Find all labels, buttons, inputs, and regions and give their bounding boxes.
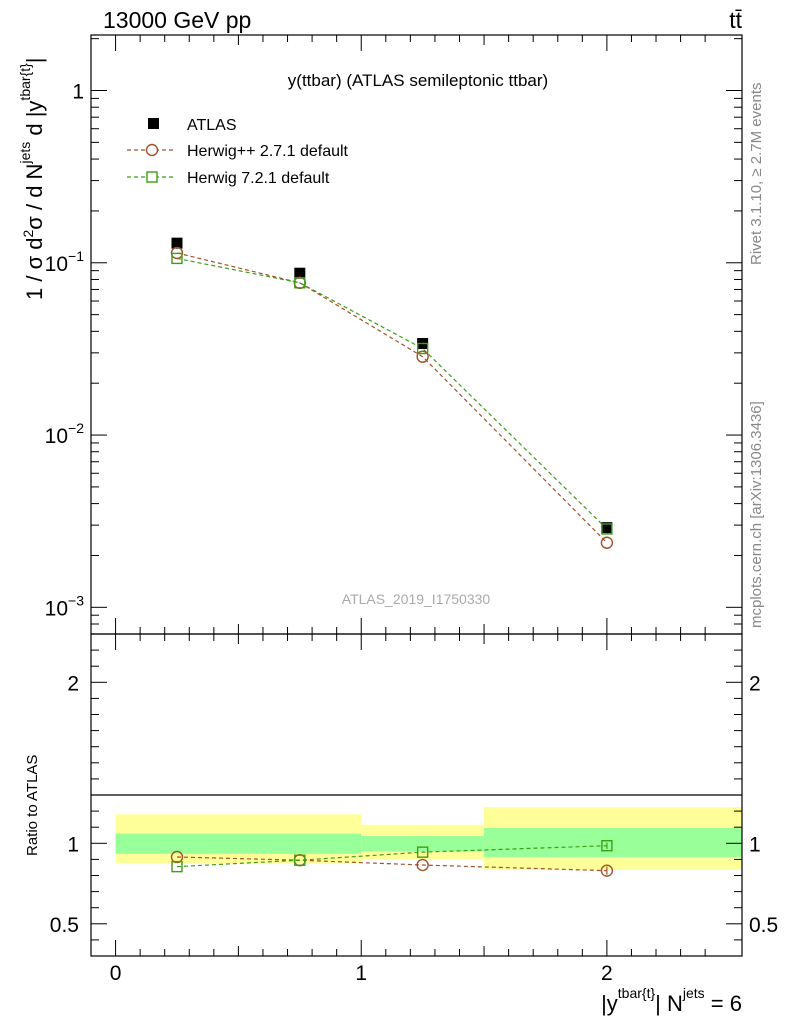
ratio-series-markers xyxy=(170,840,614,877)
x-tick-label: 0 xyxy=(110,962,122,985)
herwig7-point xyxy=(171,252,183,265)
herwigpp-point xyxy=(600,536,614,549)
atlas-data-point xyxy=(294,267,306,279)
ratio-y-tick-label-left: 2 xyxy=(67,672,79,695)
ratio-series-lines xyxy=(176,845,607,872)
herwig7-ratio-point xyxy=(416,846,429,858)
stat-uncertainty-band xyxy=(361,836,485,852)
header-collision-label: 13000 GeV pp xyxy=(103,7,251,33)
atlas-data-point xyxy=(601,522,613,534)
main-series-line xyxy=(176,257,608,530)
herwig7-ratio-point xyxy=(171,860,183,873)
legend-marker-herwigpp xyxy=(145,143,159,157)
ratio-y-tick-label-right: 0.5 xyxy=(749,914,778,937)
herwigpp-point xyxy=(416,350,429,363)
main-series-line xyxy=(176,252,608,544)
ratio-series-line xyxy=(176,845,607,868)
ratio-y-axis-label: Ratio to ATLAS xyxy=(24,755,41,856)
watermark-label: ATLAS_2019_I1750330 xyxy=(342,591,491,607)
ratio-uncertainty-bands xyxy=(115,807,742,870)
main-y-axis-label: 1 / σ d2σ / d Njets d |ytbar{t}| xyxy=(17,57,47,300)
main-y-tick-label: 10−1 xyxy=(45,248,85,276)
ratio-series-line xyxy=(176,856,607,872)
legend-label-herwig7: Herwig 7.2.1 default xyxy=(187,170,330,187)
herwig7-ratio-point xyxy=(601,840,613,852)
x-tick-label: 1 xyxy=(355,962,367,985)
main-title: y(ttbar) (ATLAS semileptonic ttbar) xyxy=(288,71,548,90)
herwig7-point xyxy=(294,277,306,289)
ratio-tick-labels: 0.5 0.5 1 1 2 2 0 1 2 xyxy=(50,672,778,985)
stat-uncertainty-band xyxy=(484,828,742,857)
ratio-y-tick-label-left: 0.5 xyxy=(50,914,79,937)
main-y-tick-label: 10−3 xyxy=(45,592,85,620)
legend: ATLAS Herwig++ 2.7.1 default Herwig 7.2.… xyxy=(127,117,349,187)
herwigpp-ratio-point xyxy=(170,850,184,864)
legend-label-herwigpp: Herwig++ 2.7.1 default xyxy=(187,143,349,160)
legend-marker-atlas xyxy=(148,118,159,129)
rivet-label: Rivet 3.1.10, ≥ 2.7M events xyxy=(748,83,765,266)
ratio-y-tick-label-left: 1 xyxy=(67,833,79,856)
herwigpp-ratio-point xyxy=(416,858,429,872)
ratio-axis-ticks xyxy=(91,634,742,956)
atlas-data-point xyxy=(171,237,183,249)
herwig7-point xyxy=(416,342,429,355)
mcplots-label: mcplots.cern.ch [arXiv:1306.3436] xyxy=(748,401,765,628)
x-axis-label: |ytbar{t}| Njets = 6 xyxy=(601,985,742,1016)
herwigpp-ratio-point xyxy=(600,864,614,877)
main-y-tick-label: 1 xyxy=(72,81,84,104)
main-series-markers xyxy=(170,237,614,549)
main-series-lines xyxy=(176,252,608,544)
legend-marker-herwig7 xyxy=(146,171,158,183)
header-process-label: tt̄ xyxy=(729,7,742,33)
ratio-y-tick-label-right: 2 xyxy=(749,672,761,695)
legend-label-atlas: ATLAS xyxy=(187,117,237,134)
main-y-tick-label: 10−2 xyxy=(45,420,85,448)
herwig7-ratio-point xyxy=(294,854,306,866)
ratio-y-tick-label-right: 1 xyxy=(749,833,761,856)
x-tick-label: 2 xyxy=(601,962,613,985)
ratio-panel: 0.5 0.5 1 1 2 2 0 1 2 Ratio to ATLAS |ytbar{t}| … xyxy=(24,633,778,1016)
main-axis-ticks xyxy=(91,35,742,635)
stat-uncertainty-band xyxy=(115,833,362,854)
main-y-tick-labels: 1 10−1 10−2 10−3 xyxy=(45,81,85,621)
main-panel: 1 10−1 10−2 10−3 y(ttbar) (ATLAS semilepton… xyxy=(17,34,743,635)
herwig7-point xyxy=(601,523,613,535)
